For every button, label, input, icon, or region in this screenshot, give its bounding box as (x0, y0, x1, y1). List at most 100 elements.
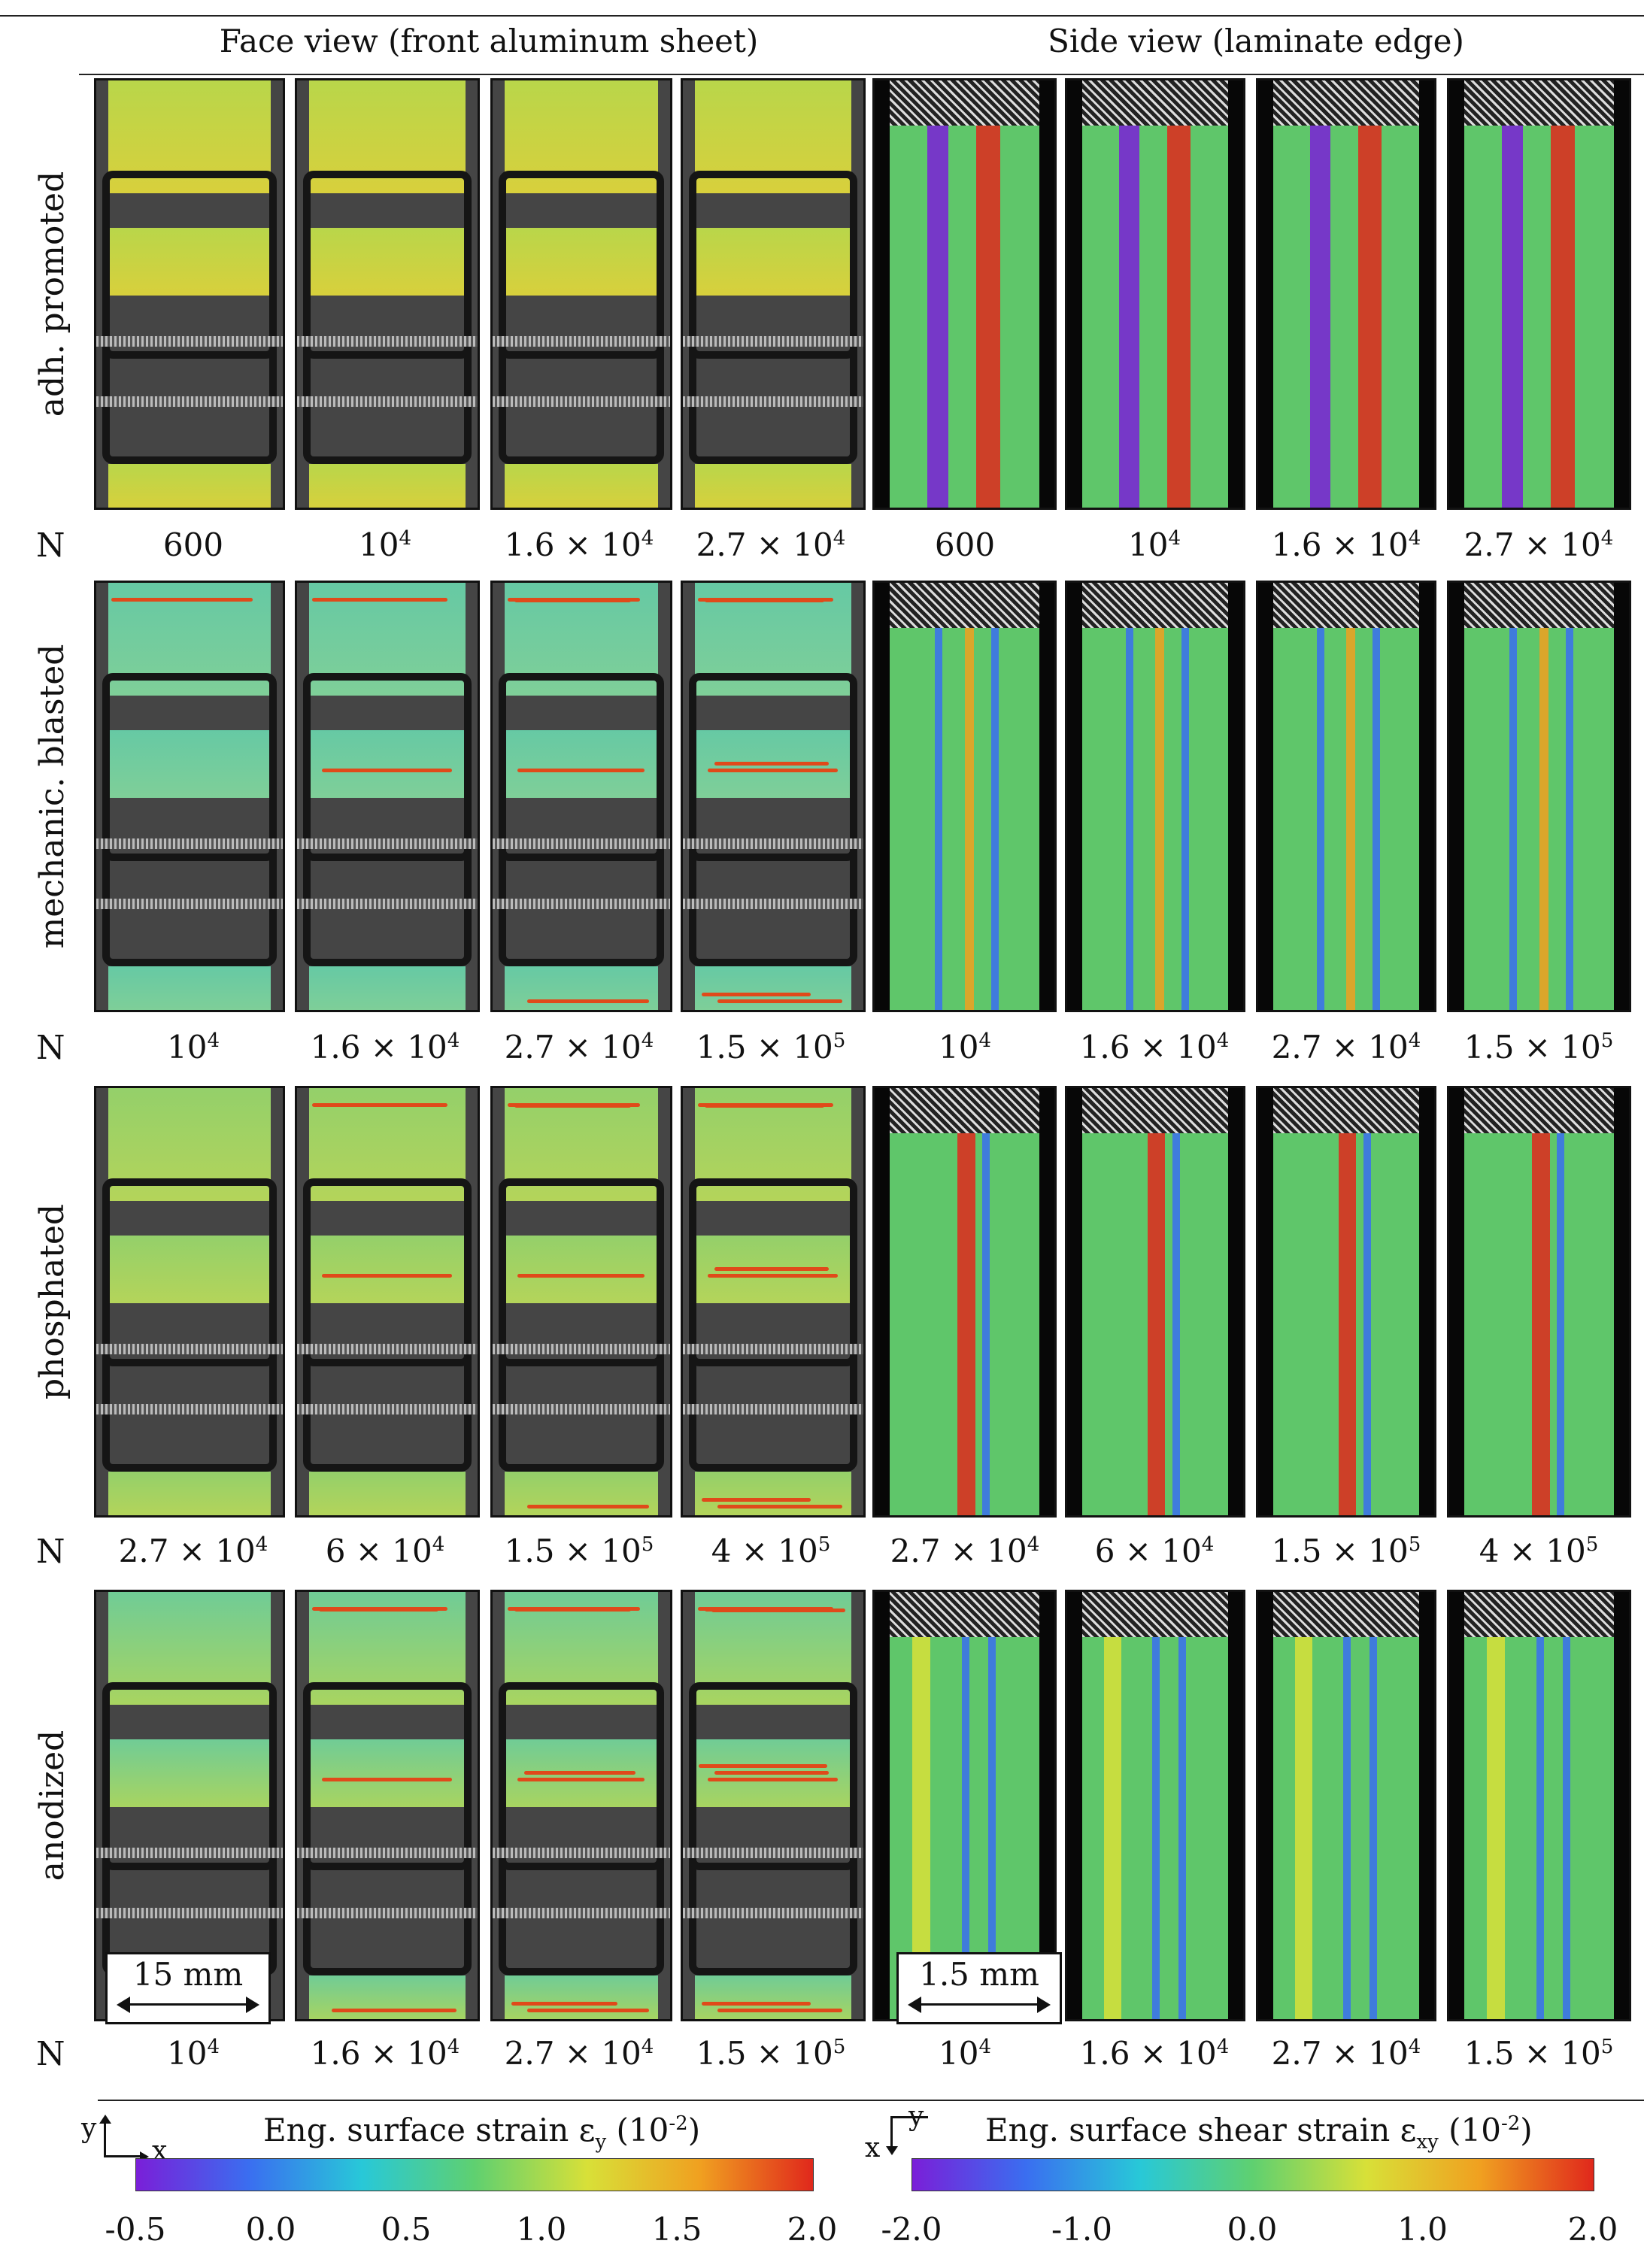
specimen-region (695, 1975, 851, 2019)
face-panel-1-0 (94, 581, 285, 1012)
grip-strip (683, 1404, 863, 1414)
grip-strip (96, 1908, 283, 1918)
side-panel-0-7 (1447, 78, 1631, 510)
cycle-mantissa: 10 (938, 2035, 979, 2072)
cycle-mantissa: 600 (162, 526, 224, 563)
axis-y-label-right: y (908, 2101, 924, 2132)
cycle-count-0-3: 2.7 × 104 (673, 526, 869, 563)
strain-band (1172, 1133, 1180, 1515)
cycle-mantissa: 10 (1127, 526, 1169, 563)
face-panel-3-2 (490, 1590, 672, 2021)
fatigue-crack (514, 599, 631, 602)
cycle-count-2-0: 2.7 × 104 (96, 1533, 291, 1569)
side-panel-3-7 (1447, 1590, 1631, 2021)
strain-band (1339, 1133, 1356, 1515)
row-label-3: anodized (33, 1730, 71, 1881)
specimen-region (108, 464, 271, 508)
strain-band (1178, 1637, 1186, 2019)
cycle-mantissa: 2.7 × 10 (504, 1029, 642, 1066)
face-panel-1-3 (681, 581, 866, 1012)
speckle-pattern (1464, 583, 1614, 628)
grip-strip (96, 1848, 283, 1858)
strain-field (1464, 1637, 1614, 2019)
speckle-pattern (1464, 1592, 1614, 1637)
strain-band (988, 1637, 996, 2019)
cycle-exponent: 4 (432, 1533, 445, 1556)
grip-strip (297, 396, 478, 407)
cycle-exponent: 5 (1585, 1533, 1599, 1556)
fatigue-crack (702, 1498, 811, 1502)
grip-strip (493, 838, 670, 849)
fatigue-crack (702, 993, 811, 996)
grip-strip (683, 336, 863, 347)
strain-colorbar (135, 2158, 814, 2191)
speckle-pattern (890, 1592, 1039, 1637)
right-tick-4: 2.0 (1567, 2211, 1618, 2248)
cycle-exponent: 4 (1168, 527, 1181, 550)
axis-y-label: y (81, 2113, 97, 2144)
strain-band (1532, 1133, 1550, 1515)
cycle-mantissa: 4 × 10 (1479, 1533, 1586, 1569)
face-panel-1-2 (490, 581, 672, 1012)
fatigue-crack (514, 1608, 631, 1612)
face-panel-2-1 (295, 1086, 480, 1518)
grip-strip (297, 838, 478, 849)
strain-band (1310, 126, 1330, 508)
cycle-count-2-2: 1.5 × 105 (481, 1533, 677, 1569)
fatigue-crack (527, 2009, 649, 2012)
n-label-0: N (36, 526, 65, 565)
specimen-region (695, 464, 851, 508)
strain-band (1557, 1133, 1564, 1515)
specimen-region (505, 730, 658, 798)
side-panel-2-7 (1447, 1086, 1631, 1518)
specimen-region (309, 1975, 466, 2019)
speckle-pattern (890, 583, 1039, 628)
cycle-mantissa: 1.6 × 10 (1271, 526, 1409, 563)
grip-strip (297, 336, 478, 347)
clamp-frame (499, 171, 664, 359)
cycle-mantissa: 1.5 × 10 (1464, 1029, 1601, 1066)
specimen-region (695, 1472, 851, 1515)
face-panel-0-3 (681, 78, 866, 510)
side-panel-2-5 (1065, 1086, 1245, 1518)
cycle-mantissa: 4 × 10 (711, 1533, 818, 1569)
specimen-region (309, 464, 466, 508)
strain-field (890, 1133, 1039, 1515)
side-panel-2-4 (872, 1086, 1057, 1518)
fatigue-crack (322, 1274, 452, 1278)
cycle-count-2-5: 6 × 104 (1057, 1533, 1252, 1569)
grip-strip (96, 336, 283, 347)
cycle-mantissa: 1.6 × 10 (1079, 2035, 1217, 2072)
cycle-count-1-5: 1.6 × 104 (1057, 1029, 1252, 1066)
strain-field (1082, 126, 1228, 508)
fatigue-crack (111, 598, 253, 602)
left-tick-5: 2.0 (787, 2211, 838, 2248)
cycle-mantissa: 1.6 × 10 (1079, 1029, 1217, 1066)
side-panel-3-4 (872, 1590, 1057, 2021)
speckle-pattern (1082, 1592, 1228, 1637)
specimen-region (108, 966, 271, 1010)
strain-band (962, 1637, 969, 2019)
cycle-mantissa: 10 (358, 526, 399, 563)
cycle-mantissa: 1.5 × 10 (504, 1533, 642, 1569)
grip-strip (683, 1344, 863, 1354)
grip-strip (683, 838, 863, 849)
specimen-region (505, 966, 658, 1010)
specimen-region (309, 1472, 466, 1515)
clamp-frame (689, 171, 857, 359)
cycle-exponent: 4 (1600, 527, 1614, 550)
strain-band (1167, 126, 1191, 508)
strain-field (1082, 1133, 1228, 1515)
cycle-count-2-7: 4 × 105 (1441, 1533, 1636, 1569)
grip-strip (683, 1848, 863, 1858)
strain-field (1273, 1637, 1419, 2019)
cycle-mantissa: 2.7 × 10 (1271, 2035, 1409, 2072)
cycle-count-0-2: 1.6 × 104 (481, 526, 677, 563)
cycle-count-2-4: 2.7 × 104 (867, 1533, 1063, 1569)
cycle-exponent: 4 (1408, 1029, 1421, 1052)
cycle-mantissa: 10 (166, 2035, 208, 2072)
cycle-exponent: 4 (833, 527, 846, 550)
face-panel-2-0 (94, 1086, 285, 1518)
cycle-count-1-2: 2.7 × 104 (481, 1029, 677, 1066)
cycle-exponent: 4 (399, 527, 411, 550)
